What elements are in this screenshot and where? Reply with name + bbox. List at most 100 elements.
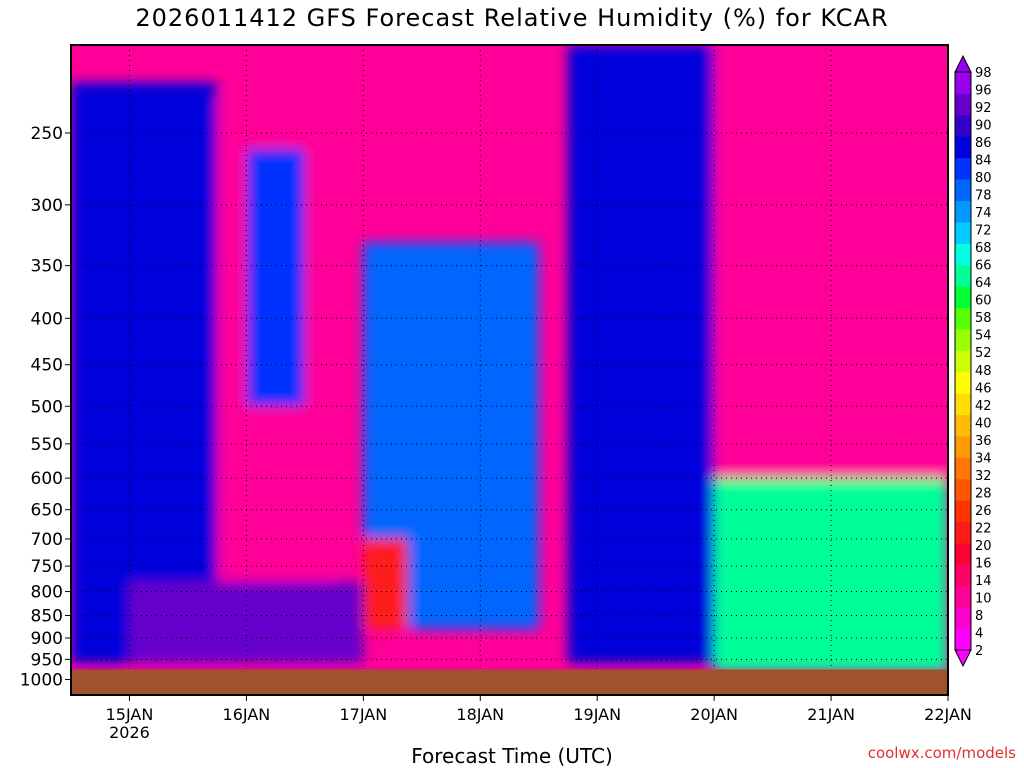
humidity-region [714, 45, 948, 479]
colorbar-swatch [955, 136, 971, 159]
colorbar-label: 78 [975, 189, 992, 204]
colorbar-label: 74 [975, 206, 992, 221]
y-tick-label: 300 [31, 196, 63, 216]
colorbar-label: 60 [975, 294, 992, 309]
colorbar-label: 80 [975, 171, 992, 186]
colorbar-label: 14 [975, 574, 992, 589]
x-tick-year: 2026 [109, 723, 150, 742]
colorbar-swatch [955, 435, 971, 458]
colorbar-label: 10 [975, 591, 992, 606]
colorbar-label: 66 [975, 259, 992, 274]
y-tick-label: 900 [31, 629, 63, 649]
colorbar-label: 90 [975, 119, 992, 134]
colorbar-label: 36 [975, 434, 992, 449]
colorbar-label: 34 [975, 451, 992, 466]
colorbar-swatch [955, 607, 971, 630]
colorbar-label: 4 [975, 626, 983, 641]
humidity-region [71, 82, 218, 664]
colorbar-label: 58 [975, 311, 992, 326]
colorbar-cap-bottom [954, 649, 972, 668]
colorbar-swatch [955, 93, 971, 116]
x-axis-title: Forecast Time (UTC) [411, 744, 613, 768]
colorbar-label: 28 [975, 486, 992, 501]
colorbar-label: 26 [975, 504, 992, 519]
colorbar-label: 20 [975, 539, 992, 554]
colorbar-label: 64 [975, 276, 992, 291]
colorbar-swatch [955, 500, 971, 523]
colorbar-swatch [955, 179, 971, 201]
colorbar-label: 52 [975, 346, 992, 361]
y-axis: 250 300 350 400 450 500 550 600 650 700 750 800 850 9… [20, 124, 71, 691]
y-tick-label: 600 [31, 469, 63, 489]
colorbar-swatch [955, 157, 971, 180]
colorbar-frame [954, 71, 972, 651]
colorbar-swatch [955, 585, 971, 608]
colorbar-swatch [955, 371, 971, 394]
colorbar-swatch [955, 457, 971, 480]
y-tick-label: 250 [31, 124, 63, 144]
x-tick-label: 15JAN [106, 705, 154, 724]
colorbar-label: 16 [975, 556, 992, 571]
x-tick-label: 16JAN [223, 705, 271, 724]
colorbar-label: 86 [975, 136, 992, 151]
y-tick-label: 350 [31, 257, 63, 277]
colorbar: 2 48 10 14 16 20 22 26 28 32 34 36 40 42 4 64 8 52 54 58 60 6… [954, 54, 992, 668]
chart-title: 2026011412 GFS Forecast Relative Humidit… [135, 4, 889, 32]
humidity-region [246, 148, 305, 407]
ground-surface [71, 669, 948, 695]
y-tick-label: 800 [31, 583, 63, 603]
watermark: coolwx.com/models [867, 744, 1016, 762]
colorbar-label: 22 [975, 521, 992, 536]
colorbar-label: 84 [975, 154, 992, 169]
colorbar-swatch [955, 114, 971, 137]
colorbar-label: 42 [975, 399, 992, 414]
y-tick-label: 450 [31, 356, 63, 376]
y-tick-label: 700 [31, 530, 63, 550]
surface-band [71, 669, 948, 695]
colorbar-swatch [955, 72, 971, 94]
colorbar-label: 98 [975, 66, 992, 81]
colorbar-cap-top [954, 54, 972, 73]
y-tick-label: 950 [31, 650, 63, 670]
x-tick-label: 21JAN [807, 705, 855, 724]
colorbar-label: 8 [975, 609, 983, 624]
colorbar-swatch [955, 521, 971, 544]
colorbar-swatch [955, 307, 971, 330]
colorbar-label: 2 [975, 644, 983, 659]
y-tick-label: 550 [31, 435, 63, 455]
colorbar-swatch [955, 628, 971, 651]
y-tick-label: 750 [31, 557, 63, 577]
humidity-field [71, 45, 948, 695]
colorbar-label: 96 [975, 84, 992, 99]
y-tick-label: 650 [31, 501, 63, 521]
colorbar-swatch [955, 478, 971, 501]
grid [71, 45, 949, 695]
x-tick-label: 19JAN [573, 705, 621, 724]
y-tick-label: 850 [31, 606, 63, 626]
x-tick-label: 20JAN [690, 705, 738, 724]
humidity-region [363, 538, 408, 630]
colorbar-swatch [955, 393, 971, 416]
x-tick-label: 22JAN [924, 705, 972, 724]
x-tick-label: 17JAN [339, 705, 387, 724]
colorbar-swatch [955, 221, 971, 244]
colorbar-label: 48 [975, 364, 992, 379]
x-tick-label: 18JAN [456, 705, 504, 724]
colorbar-label: 32 [975, 469, 992, 484]
colorbar-swatch [955, 243, 971, 266]
humidity-region [567, 45, 715, 664]
colorbar-swatch [955, 286, 971, 308]
y-tick-label: 1000 [20, 671, 63, 691]
colorbar-label: 54 [975, 329, 992, 344]
humidity-region [129, 581, 364, 664]
colorbar-label: 72 [975, 224, 992, 239]
colorbar-swatch [955, 350, 971, 373]
colorbar-swatch [955, 542, 971, 565]
y-tick-label: 400 [31, 309, 63, 329]
colorbar-swatch [955, 414, 971, 437]
humidity-region [714, 478, 948, 672]
colorbar-label: 40 [975, 416, 992, 431]
colorbar-swatch [955, 564, 971, 587]
